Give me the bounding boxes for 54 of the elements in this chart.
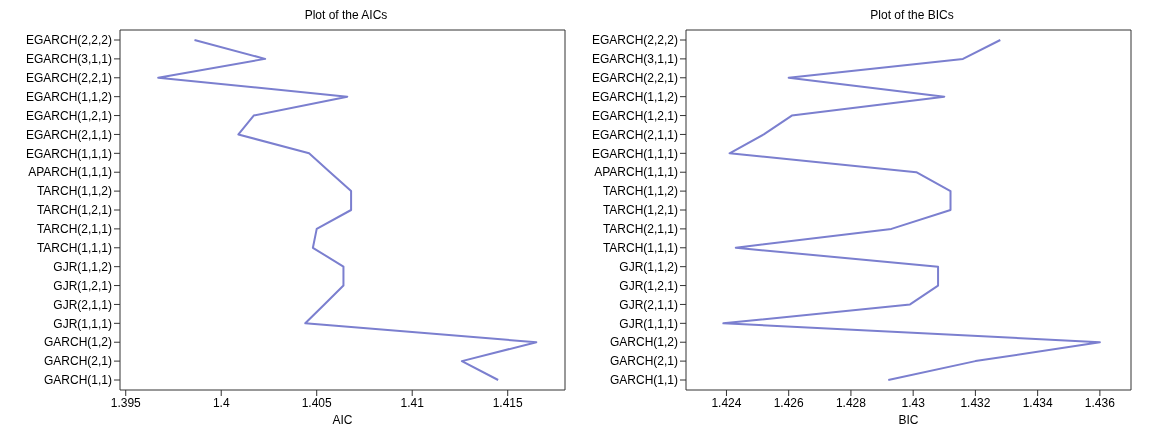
y-tick-label: EGARCH(1,1,1) — [591, 146, 678, 161]
y-tick-label: GJR(2,1,1) — [619, 297, 678, 312]
y-tick-label: EGARCH(1,2,1) — [25, 108, 112, 123]
y-tick-label: EGARCH(2,2,1) — [25, 71, 112, 86]
x-tick-label: 1.434 — [1022, 395, 1053, 410]
x-tick-label: 1.415 — [492, 395, 524, 410]
x-tick-label: 1.395 — [110, 395, 142, 410]
y-tick-label: EGARCH(3,1,1) — [25, 52, 112, 67]
y-tick-label: TARCH(1,2,1) — [602, 203, 678, 218]
y-tick-label: EGARCH(1,1,2) — [591, 89, 678, 104]
y-tick-label: EGARCH(3,1,1) — [591, 52, 678, 67]
y-tick-label: GARCH(2,1) — [609, 354, 678, 369]
x-tick-label: 1.43 — [901, 395, 926, 410]
y-tick-label: EGARCH(1,1,2) — [25, 89, 112, 104]
y-tick-label: TARCH(1,1,1) — [36, 241, 112, 256]
x-tick-label: 1.426 — [773, 395, 805, 410]
y-tick-label: GJR(1,1,2) — [53, 259, 112, 274]
y-tick-label: APARCH(1,1,1) — [594, 165, 678, 180]
x-tick-label: 1.436 — [1084, 395, 1116, 410]
x-axis-title: AIC — [332, 413, 353, 427]
x-axis-title: BIC — [898, 413, 919, 427]
x-tick-label: 1.424 — [711, 395, 742, 410]
y-tick-label: TARCH(1,2,1) — [36, 203, 112, 218]
y-tick-label: GJR(1,2,1) — [53, 278, 112, 293]
y-tick-label: EGARCH(1,2,1) — [591, 108, 678, 123]
x-tick-label: 1.4 — [212, 395, 230, 410]
y-tick-label: TARCH(1,1,2) — [36, 184, 112, 199]
y-tick-label: GARCH(1,1) — [609, 373, 678, 388]
chart-title: Plot of the AICs — [303, 8, 389, 24]
y-tick-label: EGARCH(2,2,2) — [25, 33, 112, 48]
x-tick-label: 1.405 — [301, 395, 333, 410]
x-tick-label: 1.428 — [835, 395, 867, 410]
y-tick-label: TARCH(1,1,1) — [602, 241, 678, 256]
y-tick-label: EGARCH(2,1,1) — [25, 127, 112, 142]
y-tick-label: GJR(1,2,1) — [619, 278, 678, 293]
chart-title: Plot of the BICs — [869, 8, 955, 24]
y-tick-label: EGARCH(2,2,2) — [591, 33, 678, 48]
y-tick-label: TARCH(2,1,1) — [36, 222, 112, 237]
y-tick-label: GARCH(2,1) — [43, 354, 112, 369]
y-tick-label: GJR(1,1,1) — [619, 316, 678, 331]
y-tick-label: GJR(1,1,1) — [53, 316, 112, 331]
y-tick-label: APARCH(1,1,1) — [28, 165, 112, 180]
x-tick-label: 1.41 — [400, 395, 425, 410]
y-tick-label: GARCH(1,1) — [43, 373, 112, 388]
y-tick-label: EGARCH(1,1,1) — [25, 146, 112, 161]
y-tick-label: GJR(1,1,2) — [619, 259, 678, 274]
y-tick-label: GJR(2,1,1) — [53, 297, 112, 312]
y-tick-label: EGARCH(2,1,1) — [591, 127, 678, 142]
y-tick-label: GARCH(1,2) — [43, 335, 112, 350]
y-tick-label: TARCH(1,1,2) — [602, 184, 678, 199]
y-tick-label: EGARCH(2,2,1) — [591, 71, 678, 86]
y-tick-label: TARCH(2,1,1) — [602, 222, 678, 237]
x-tick-label: 1.432 — [960, 395, 991, 410]
y-tick-label: GARCH(1,2) — [609, 335, 678, 350]
